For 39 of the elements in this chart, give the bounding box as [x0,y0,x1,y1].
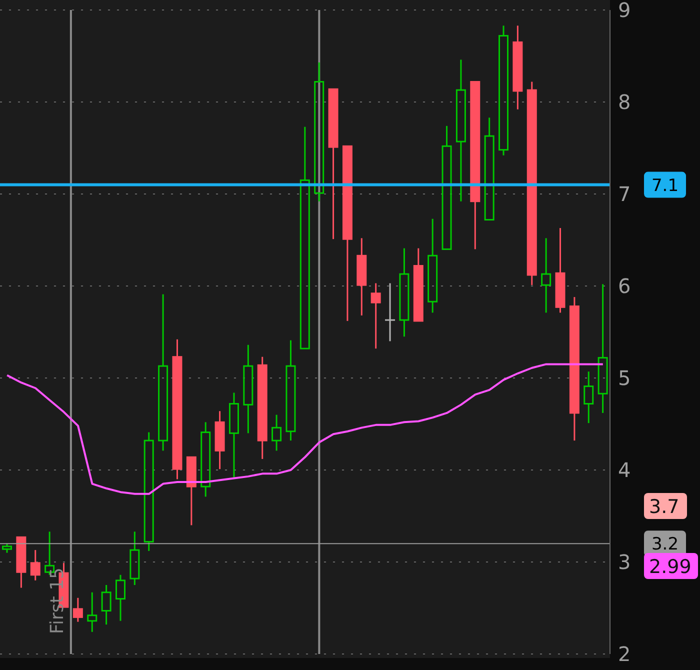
candlestick [584,370,594,424]
candlestick [243,344,254,434]
candlestick [172,338,182,480]
candlestick [286,340,296,442]
candlestick [526,81,537,286]
y-tick-label: 4 [618,458,631,482]
y-tick-label: 7 [618,182,631,206]
y-tick-label: 8 [618,90,631,114]
text: 2.99 [649,556,692,578]
ref-line-label: 7.1 [651,176,679,196]
candlestick [384,282,396,342]
candlestick [158,294,168,452]
candlestick [428,218,438,314]
text: 3.7 [649,496,680,518]
candlestick [498,24,509,156]
candlestick [456,58,466,202]
y-tick-label: 6 [618,274,631,298]
y-tick-label: 3 [618,550,631,574]
candlestick [257,356,268,460]
ref-line-label: 3.2 [651,534,679,555]
candlestick [541,237,552,314]
candlestick [87,592,98,633]
candlestick [370,282,381,350]
y-tick-label: 5 [618,366,631,390]
candlestick [30,549,40,582]
candlestick [214,410,225,470]
y-tick-label: 9 [618,0,631,22]
candlestick [200,421,211,498]
y-tick-label: 2 [618,642,631,666]
candlestick [314,62,324,202]
annotation: First 15 [46,567,68,634]
candlestick [272,414,282,452]
candlestick [399,248,410,338]
candlestick [598,283,608,414]
candlestick [569,296,580,442]
candlestick [512,24,523,110]
candlestick [356,237,367,316]
candlestick [228,392,239,478]
candlestick [144,432,154,552]
